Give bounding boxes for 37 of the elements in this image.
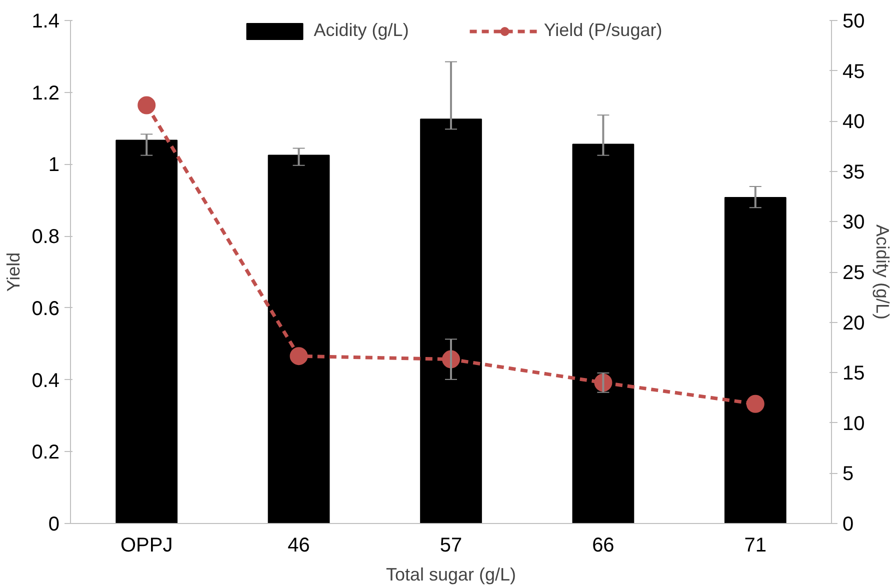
x-axis-title: Total sugar (g/L) [386, 564, 516, 584]
bar [420, 118, 482, 524]
bar [724, 197, 786, 524]
y2-tick-label: 45 [842, 60, 865, 83]
point [746, 394, 764, 413]
y-tick-label: 0.6 [32, 298, 60, 320]
y-tick-label: 0.8 [32, 226, 60, 248]
y-tick-label: 1.4 [32, 10, 60, 32]
y2-tick-label: 30 [842, 212, 865, 234]
legend-label: Yield (P/sugar) [544, 20, 662, 41]
y2-tick-label: 20 [842, 312, 865, 334]
y-tick-label: 0.4 [32, 370, 60, 392]
y2-tick-label: 50 [842, 10, 865, 32]
y2-tick-label: 25 [842, 262, 865, 284]
x-tick-label: 71 [744, 534, 767, 556]
y2-axis-title: Acidity (g/L) [872, 224, 893, 320]
y-axis-title: Yield [4, 252, 24, 292]
y-tick-label: 0 [48, 514, 60, 536]
point [138, 96, 156, 114]
y2-tick-label: 5 [842, 463, 854, 486]
y-tick-label: 0.2 [32, 442, 60, 464]
bar [116, 140, 178, 524]
legend-label: Acidity (g/L) [314, 20, 409, 41]
point [290, 347, 308, 366]
bar [572, 144, 634, 524]
x-tick-label: 57 [440, 534, 462, 556]
bar [268, 154, 330, 524]
x-tick-label: OPPJ [120, 534, 173, 556]
y2-tick-label: 0 [842, 514, 854, 536]
y2-tick-label: 35 [842, 161, 865, 184]
y2-tick-label: 15 [842, 362, 865, 385]
x-tick-label: 66 [592, 534, 614, 556]
y2-tick-label: 10 [842, 412, 865, 435]
y-tick-label: 1 [48, 154, 60, 176]
x-tick-label: 46 [288, 534, 310, 556]
y-tick-label: 1.2 [32, 82, 60, 104]
y2-tick-label: 40 [842, 111, 865, 134]
